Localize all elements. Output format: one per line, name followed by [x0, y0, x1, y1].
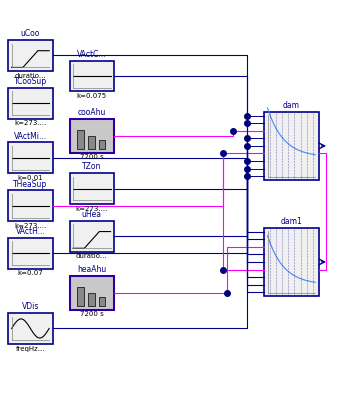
Text: k=273....: k=273....	[14, 120, 46, 126]
Text: VActH...: VActH...	[15, 227, 45, 236]
FancyBboxPatch shape	[8, 190, 53, 221]
FancyBboxPatch shape	[8, 88, 53, 119]
FancyBboxPatch shape	[69, 119, 114, 153]
Bar	[77, 130, 84, 149]
Text: TZon: TZon	[82, 162, 101, 172]
Text: THeaSup: THeaSup	[13, 180, 47, 188]
Bar	[88, 136, 95, 149]
Text: 7200 s: 7200 s	[80, 154, 104, 160]
Text: dam: dam	[283, 101, 300, 110]
Text: freqHz...: freqHz...	[15, 346, 45, 352]
Text: k=273....: k=273....	[14, 223, 46, 229]
Bar	[99, 297, 105, 306]
Text: duratio...: duratio...	[14, 73, 46, 79]
FancyBboxPatch shape	[8, 40, 53, 71]
Text: dam1: dam1	[281, 217, 302, 226]
Text: k=273....: k=273....	[76, 206, 108, 212]
Bar	[69, 275, 114, 310]
FancyBboxPatch shape	[69, 221, 114, 252]
Bar	[69, 119, 114, 153]
FancyBboxPatch shape	[69, 61, 114, 91]
Text: cooAhu: cooAhu	[78, 108, 106, 117]
Text: VDis: VDis	[22, 302, 39, 312]
Text: uCoo: uCoo	[21, 29, 40, 38]
Bar	[99, 140, 105, 149]
FancyBboxPatch shape	[8, 313, 53, 344]
Text: k=0.01: k=0.01	[18, 175, 43, 181]
FancyBboxPatch shape	[8, 142, 53, 173]
Text: duratio...: duratio...	[76, 253, 108, 259]
Text: k=0.07: k=0.07	[18, 270, 43, 276]
Text: VActMi...: VActMi...	[14, 132, 47, 141]
Bar	[77, 287, 84, 306]
Text: k=0.075: k=0.075	[77, 93, 107, 99]
Text: uHea: uHea	[82, 210, 102, 219]
FancyBboxPatch shape	[69, 173, 114, 204]
Text: VActC...: VActC...	[77, 50, 107, 59]
FancyBboxPatch shape	[264, 112, 319, 180]
Text: TCooSup: TCooSup	[14, 77, 47, 86]
Bar	[88, 293, 95, 306]
Text: 7200 s: 7200 s	[80, 312, 104, 318]
Text: heaAhu: heaAhu	[77, 265, 106, 274]
FancyBboxPatch shape	[8, 238, 53, 269]
FancyBboxPatch shape	[69, 275, 114, 310]
FancyBboxPatch shape	[264, 228, 319, 296]
